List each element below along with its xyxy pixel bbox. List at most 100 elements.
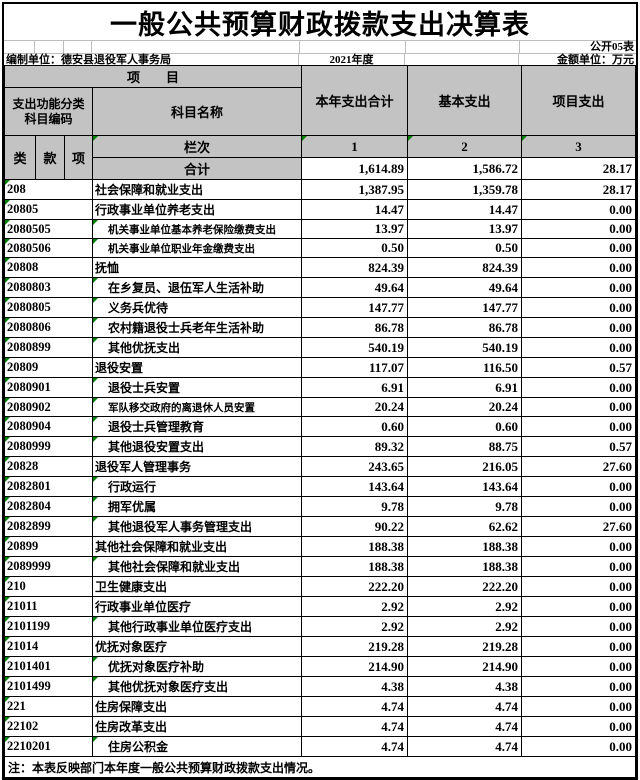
row-subject-name: 机关事业单位职业年金缴费支出: [91, 238, 303, 258]
row-project-amount: 0.00: [521, 576, 637, 597]
row-project-amount: 0.00: [521, 238, 637, 258]
table-row: 2080803 在乡复员、退伍军人生活补助 49.64 49.64 0.00: [4, 277, 637, 298]
row-subject-name: 其他退役军人事务管理支出: [91, 516, 303, 537]
row-total-amount: 49.64: [301, 277, 409, 298]
row-code: 2080901: [4, 377, 93, 398]
table-header: 项 目 本年支出合计 基本支出 项目支出 支出功能分类 科目编码 科目名称 类 …: [3, 65, 637, 180]
row-total-amount: 117.07: [301, 357, 409, 378]
row-total-amount: 9.78: [301, 496, 409, 517]
row-total-amount: 2.92: [301, 596, 409, 617]
row-project-amount: 0.00: [521, 556, 637, 577]
table-row: 2101401 优抚对象医疗补助 214.90 214.90 0.00: [4, 656, 637, 677]
row-total-amount: 143.64: [301, 476, 409, 497]
table-row: 21011 行政事业单位医疗 2.92 2.92 0.00: [4, 596, 637, 617]
table-row: 210 卫生健康支出 222.20 222.20 0.00: [4, 576, 637, 597]
row-basic-amount: 0.60: [407, 416, 523, 437]
row-total-amount: 4.38: [301, 676, 409, 697]
table-row: 2080902 军队移交政府的离退休人员安置 20.24 20.24 0.00: [4, 397, 637, 417]
table-row: 2080505 机关事业单位基本养老保险缴费支出 13.97 13.97 0.0…: [4, 219, 637, 239]
sheet-label-row: 公开05表: [4, 41, 636, 54]
preparing-unit: 编制单位：德安县退役军人事务局: [4, 53, 299, 65]
grand-total-project: 28.17: [521, 157, 637, 180]
row-total-amount: 188.38: [301, 556, 409, 577]
row-total-amount: 147.77: [301, 297, 409, 318]
row-subject-name: 义务兵优待: [91, 297, 303, 318]
table-row: 20808 抚恤 824.39 824.39 0.00: [4, 257, 637, 278]
row-basic-amount: 147.77: [407, 297, 523, 318]
row-subject-name: 其他行政事业单位医疗支出: [91, 616, 303, 637]
row-project-amount: 0.00: [521, 199, 637, 220]
row-total-amount: 6.91: [301, 377, 409, 398]
row-project-amount: 0.00: [521, 416, 637, 437]
row-subject-name: 机关事业单位基本养老保险缴费支出: [91, 219, 303, 239]
header-colnum-3: 3: [521, 135, 637, 158]
table-row: 2080899 其他优抚支出 540.19 540.19 0.00: [4, 337, 637, 358]
meta-row: 编制单位：德安县退役军人事务局 2021年度 金额单位：万元: [4, 53, 636, 66]
row-total-amount: 4.74: [301, 716, 409, 737]
row-subject-name: 退役安置: [91, 357, 303, 378]
row-project-amount: 0.00: [521, 676, 637, 697]
header-col-project: 项目支出: [521, 65, 637, 136]
expenditure-table: 项 目 本年支出合计 基本支出 项目支出 支出功能分类 科目编码 科目名称 类 …: [3, 65, 637, 778]
row-project-amount: 0.00: [521, 297, 637, 318]
row-total-amount: 219.28: [301, 636, 409, 657]
row-basic-amount: 188.38: [407, 536, 523, 557]
row-total-amount: 20.24: [301, 397, 409, 417]
header-colnum-2: 2: [407, 135, 523, 158]
header-lanci: 栏次: [91, 135, 303, 158]
row-code: 2080902: [4, 397, 93, 417]
row-project-amount: 0.00: [521, 716, 637, 737]
row-code: 210: [4, 576, 93, 597]
header-project: 项 目: [3, 65, 303, 88]
row-project-amount: 0.00: [521, 736, 637, 757]
row-basic-amount: 216.05: [407, 456, 523, 477]
row-project-amount: 0.00: [521, 337, 637, 358]
row-code: 20808: [4, 257, 93, 278]
row-total-amount: 89.32: [301, 436, 409, 457]
grid-cell: [4, 41, 35, 53]
row-subject-name: 其他社会保障和就业支出: [91, 556, 303, 577]
row-code: 2080806: [4, 317, 93, 338]
table-row: 2101199 其他行政事业单位医疗支出 2.92 2.92 0.00: [4, 616, 637, 637]
table-row: 2080904 退役士兵管理教育 0.60 0.60 0.00: [4, 416, 637, 437]
total-row-label: 合计: [91, 157, 303, 180]
row-basic-amount: 222.20: [407, 576, 523, 597]
table-row: 20809 退役安置 117.07 116.50 0.57: [4, 357, 637, 378]
table-row: 2101499 其他优抚对象医疗支出 4.38 4.38 0.00: [4, 676, 637, 697]
row-basic-amount: 20.24: [407, 397, 523, 417]
table-row: 22102 住房改革支出 4.74 4.74 0.00: [4, 716, 637, 737]
row-basic-amount: 4.74: [407, 716, 523, 737]
row-subject-name: 优抚对象医疗补助: [91, 656, 303, 677]
row-total-amount: 214.90: [301, 656, 409, 677]
grand-total-amount: 1,614.89: [301, 157, 409, 180]
row-basic-amount: 4.74: [407, 736, 523, 757]
row-code: 22102: [4, 716, 93, 737]
table-row: 2080901 退役士兵安置 6.91 6.91 0.00: [4, 377, 637, 398]
row-code: 2080803: [4, 277, 93, 298]
row-subject-name: 卫生健康支出: [91, 576, 303, 597]
row-basic-amount: 0.50: [407, 238, 523, 258]
row-total-amount: 90.22: [301, 516, 409, 537]
row-subject-name: 军队移交政府的离退休人员安置: [91, 397, 303, 417]
row-basic-amount: 540.19: [407, 337, 523, 358]
row-subject-name: 住房保障支出: [91, 696, 303, 717]
row-total-amount: 540.19: [301, 337, 409, 358]
row-total-amount: 14.47: [301, 199, 409, 220]
grid-cell: [92, 41, 300, 53]
row-project-amount: 28.17: [521, 179, 637, 200]
header-xiang: 项: [64, 135, 93, 180]
table-row: 2089999 其他社会保障和就业支出 188.38 188.38 0.00: [4, 556, 637, 577]
row-total-amount: 1,387.95: [301, 179, 409, 200]
row-subject-name: 住房公积金: [91, 736, 303, 757]
row-basic-amount: 4.74: [407, 696, 523, 717]
row-subject-name: 其他优抚对象医疗支出: [91, 676, 303, 697]
row-total-amount: 4.74: [301, 736, 409, 757]
row-basic-amount: 49.64: [407, 277, 523, 298]
table-body: 208 社会保障和就业支出 1,387.95 1,359.78 28.17 20…: [4, 179, 637, 757]
row-project-amount: 0.00: [521, 476, 637, 497]
table-row: 20828 退役军人管理事务 243.65 216.05 27.60: [4, 456, 637, 477]
table-row: 2082801 行政运行 143.64 143.64 0.00: [4, 476, 637, 497]
page-title: 一般公共预算财政拨款支出决算表: [110, 9, 530, 41]
row-code: 2080505: [4, 219, 93, 239]
row-subject-name: 社会保障和就业支出: [91, 179, 303, 200]
